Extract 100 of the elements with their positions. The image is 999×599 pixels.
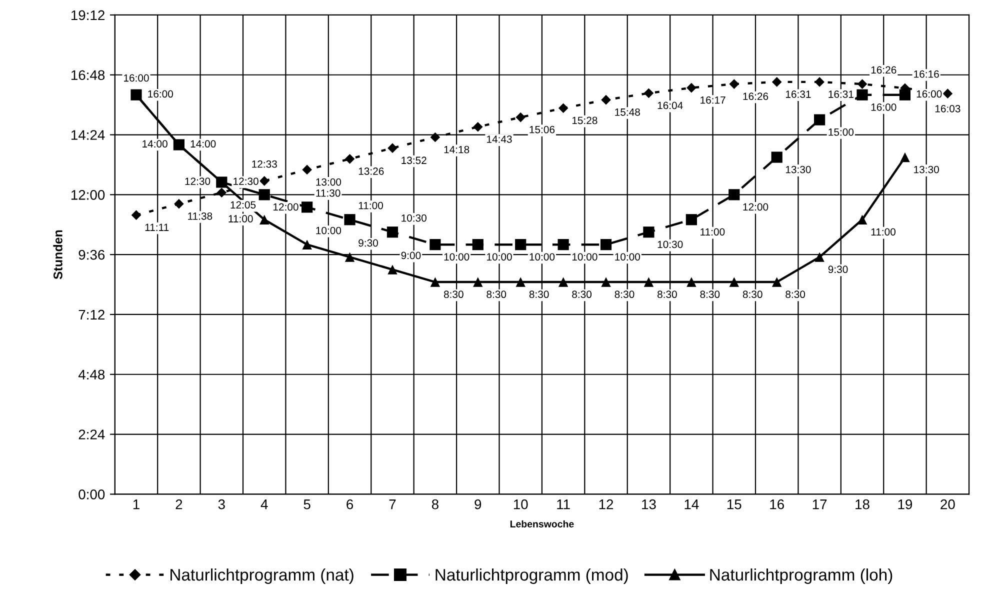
data-label: 10:00	[572, 253, 598, 261]
data-label: 15:06	[530, 126, 555, 134]
point	[260, 214, 270, 224]
point	[601, 277, 611, 287]
data-label: 15:00	[828, 128, 854, 136]
y-axis-title: Stunden	[53, 230, 62, 280]
point	[900, 152, 910, 162]
y-tick-label: 0:00	[78, 490, 105, 500]
data-label: 11:00	[358, 202, 383, 210]
point	[430, 239, 441, 250]
data-label: 8:30	[658, 290, 677, 298]
data-label: 11:00	[700, 228, 725, 236]
x-tick-label: 3	[218, 499, 225, 510]
y-tick-label: 7:12	[78, 310, 104, 320]
data-label: 16:03	[935, 104, 960, 112]
data-label: 16:26	[743, 92, 768, 100]
data-label: 15:48	[615, 108, 640, 116]
point	[643, 226, 654, 238]
point	[772, 77, 782, 87]
data-label: 11:30	[316, 189, 340, 197]
point	[814, 77, 824, 87]
data-label: 14:18	[444, 146, 470, 154]
point	[302, 240, 312, 250]
point	[686, 277, 696, 287]
data-label: 8:30	[529, 290, 549, 298]
legend-label: Naturlichtprogramm (loh)	[710, 568, 892, 584]
point	[601, 94, 611, 105]
y-tick-label: 4:48	[78, 370, 105, 380]
data-label: 14:43	[487, 135, 512, 143]
point	[516, 277, 526, 287]
data-label: 8:30	[486, 290, 506, 298]
x-tick-label: 18	[856, 499, 870, 510]
data-label: 12:30	[234, 178, 258, 185]
data-label: 12:05	[230, 201, 256, 209]
point	[686, 82, 696, 93]
data-label: 16:00	[124, 74, 149, 82]
data-label: 10:00	[615, 253, 640, 261]
x-tick-label: 4	[260, 500, 268, 510]
data-label: 9:00	[401, 252, 421, 260]
point	[814, 114, 826, 126]
point	[814, 252, 824, 262]
point	[430, 132, 440, 142]
data-label: 11:11	[145, 224, 169, 231]
x-tick-label: 8	[432, 499, 438, 510]
data-label: 16:31	[786, 90, 811, 98]
x-tick-label: 20	[940, 499, 955, 510]
point	[258, 189, 270, 200]
x-tick-label: 10	[514, 499, 528, 510]
x-tick-label: 17	[812, 500, 827, 510]
data-label: 8:30	[614, 290, 634, 298]
point	[131, 210, 142, 220]
x-tick-label: 14	[684, 500, 699, 510]
point	[772, 277, 782, 287]
x-tick-label: 5	[304, 500, 310, 510]
data-label: 10:00	[444, 253, 470, 261]
data-label: 12:00	[273, 203, 298, 211]
data-label: 8:30	[572, 290, 592, 298]
x-tick-label: 13	[642, 499, 656, 510]
point	[174, 198, 184, 209]
y-tick-label: 2:24	[78, 430, 105, 440]
data-label: 16:16	[914, 70, 939, 78]
data-label: 16:00	[916, 90, 942, 98]
data-label: 13:30	[786, 166, 811, 174]
point	[302, 164, 312, 175]
data-label: 9:30	[358, 239, 378, 247]
point	[472, 239, 484, 250]
y-tick-label: 12:00	[71, 190, 105, 200]
point	[216, 188, 227, 198]
point	[386, 226, 398, 238]
data-label: 16:00	[871, 103, 896, 111]
data-label: 16:26	[871, 66, 896, 74]
data-label: 13:30	[914, 166, 939, 174]
data-label: 14:00	[142, 140, 168, 148]
x-tick-label: 2	[176, 499, 182, 510]
data-label: 13:26	[358, 168, 384, 175]
x-tick-label: 15	[727, 500, 742, 510]
x-tick-label: 1	[133, 500, 140, 510]
point	[558, 103, 568, 114]
data-label: 9:30	[828, 266, 848, 274]
point	[942, 88, 953, 99]
data-label: 13:00	[316, 178, 342, 186]
data-label: 11:00	[228, 215, 253, 222]
x-axis-title: Lebenswoche	[510, 520, 574, 528]
y-tick-label: 9:36	[78, 250, 105, 260]
data-label: 12:33	[252, 160, 277, 168]
data-label: 16:00	[148, 90, 174, 98]
point	[515, 239, 526, 250]
point	[857, 79, 868, 89]
data-label: 14:00	[190, 140, 216, 148]
point	[558, 277, 568, 287]
y-tick-label: 19:12	[71, 10, 104, 20]
x-tick-label: 16	[770, 499, 784, 510]
point	[388, 143, 398, 153]
data-label: 10:00	[487, 253, 512, 261]
data-label: 10:00	[530, 253, 555, 261]
x-tick-label: 19	[898, 499, 912, 510]
y-tick-label: 16:48	[71, 70, 105, 80]
point	[516, 112, 526, 122]
point	[729, 277, 739, 287]
data-label: 10:30	[402, 214, 426, 222]
